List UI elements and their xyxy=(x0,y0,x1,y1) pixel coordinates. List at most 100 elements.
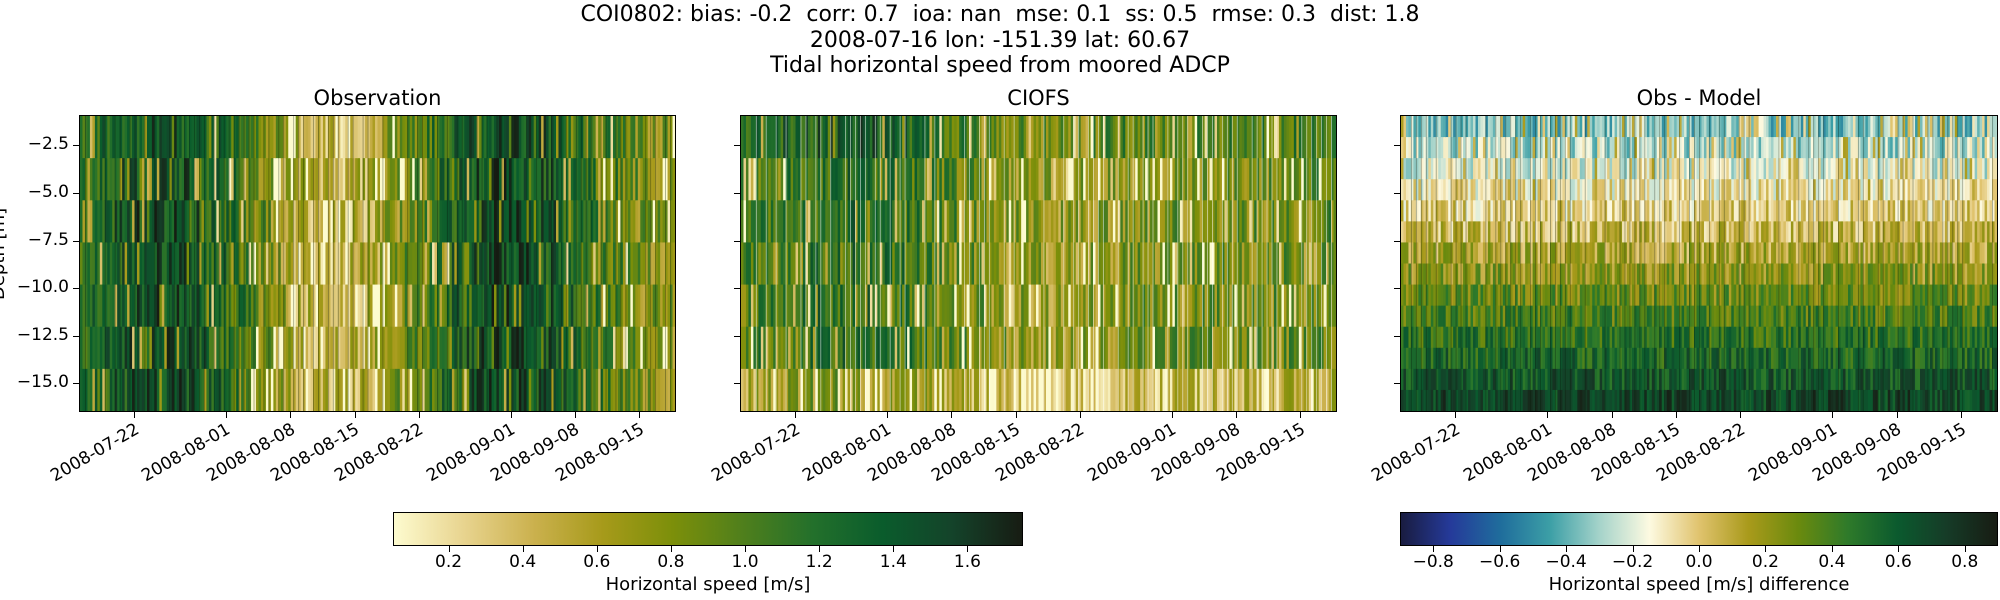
heatmap-cell xyxy=(840,326,844,370)
heatmap-cell xyxy=(1174,200,1178,244)
heatmap-cell xyxy=(1552,137,1556,159)
heatmap-cell xyxy=(867,368,871,411)
heatmap-cell xyxy=(1401,347,1405,370)
heatmap-cell xyxy=(377,116,381,159)
heatmap-cell xyxy=(546,116,550,159)
heatmap-cell xyxy=(461,368,465,411)
heatmap-cell xyxy=(466,242,470,286)
heatmap-stripe xyxy=(1078,116,1080,411)
heatmap-cell xyxy=(159,242,163,286)
heatmap-cell xyxy=(560,158,565,201)
heatmap-cell xyxy=(783,284,787,328)
heatmap-cell xyxy=(830,368,834,411)
heatmap-cell xyxy=(622,242,627,286)
heatmap-cell xyxy=(605,158,609,201)
heatmap-cell xyxy=(1646,263,1650,286)
heatmap-cell xyxy=(191,326,195,370)
heatmap-cell xyxy=(429,158,433,201)
heatmap-cell xyxy=(1204,368,1208,411)
heatmap-cell xyxy=(1487,116,1491,138)
heatmap-cell xyxy=(1495,305,1499,328)
heatmap-cell xyxy=(315,284,319,328)
heatmap-cell xyxy=(1572,137,1576,159)
heatmap-cell xyxy=(632,200,636,244)
heatmap-cell xyxy=(775,368,779,411)
heatmap-cell xyxy=(1532,116,1536,138)
heatmap-cell xyxy=(208,116,212,159)
heatmap-cell xyxy=(1443,326,1447,349)
heatmap-cell xyxy=(99,158,103,201)
heatmap-cell xyxy=(1440,242,1444,265)
heatmap-cell xyxy=(1425,368,1429,391)
heatmap-cell xyxy=(295,158,299,201)
heatmap-cell xyxy=(320,116,324,159)
heatmap-cell xyxy=(451,326,455,370)
heatmap-cell xyxy=(449,284,453,328)
heatmap-stripe xyxy=(1177,116,1179,411)
heatmap-cell xyxy=(280,158,284,201)
heatmap-cell xyxy=(1192,326,1196,370)
heatmap-cell xyxy=(387,284,391,328)
heatmap-cell xyxy=(454,158,458,201)
heatmap-cell xyxy=(201,200,205,244)
heatmap-cell xyxy=(365,158,369,201)
heatmap-cell xyxy=(1413,368,1417,391)
heatmap-cell xyxy=(372,326,376,370)
heatmap-cell xyxy=(1614,242,1618,265)
heatmap-cell xyxy=(785,158,789,201)
heatmap-cell xyxy=(1413,263,1417,286)
heatmap-cell xyxy=(817,284,821,328)
heatmap-cell xyxy=(1443,200,1447,222)
heatmap-cell xyxy=(832,158,836,201)
heatmap-cell xyxy=(1075,158,1079,201)
heatmap-cell xyxy=(817,200,821,244)
heatmap-cell xyxy=(325,326,329,370)
heatmap-cell xyxy=(783,368,787,411)
heatmap-cell xyxy=(573,200,577,244)
heatmap-cell xyxy=(1261,326,1265,370)
heatmap-cell xyxy=(1125,326,1129,370)
heatmap-cell xyxy=(1634,284,1638,307)
heatmap-cell xyxy=(1547,389,1551,411)
heatmap-cell xyxy=(1445,116,1449,138)
heatmap-cell xyxy=(1559,221,1564,244)
heatmap-cell xyxy=(340,368,344,411)
heatmap-cell xyxy=(1602,284,1606,307)
heatmap-cell xyxy=(1043,368,1047,411)
heatmap-cell xyxy=(171,116,175,159)
heatmap-cell xyxy=(954,200,958,244)
heatmap-cell xyxy=(1574,200,1578,222)
heatmap-cell xyxy=(892,368,896,411)
heatmap-cell xyxy=(1333,116,1336,159)
heatmap-cell xyxy=(580,200,584,244)
heatmap-cell xyxy=(1219,116,1223,159)
heatmap-cell xyxy=(1266,284,1270,328)
heatmap-cell xyxy=(1269,326,1273,370)
heatmap-cell xyxy=(308,242,312,286)
heatmap-cell xyxy=(216,326,220,370)
heatmap-cell xyxy=(320,326,324,370)
heatmap-cell xyxy=(387,326,391,370)
heatmap-cell xyxy=(874,326,878,370)
heatmap-cell xyxy=(523,116,527,159)
heatmap-cell xyxy=(969,326,973,370)
heatmap-cell xyxy=(139,158,143,201)
heatmap-cell xyxy=(412,200,416,244)
heatmap-cell xyxy=(820,326,824,370)
heatmap-cell xyxy=(1073,326,1077,370)
heatmap-cell xyxy=(1557,242,1561,265)
heatmap-cell xyxy=(912,116,916,159)
heatmap-cell xyxy=(1298,242,1302,286)
heatmap-cell xyxy=(1641,389,1645,411)
heatmap-cell xyxy=(1609,347,1613,370)
heatmap-cell xyxy=(189,116,193,159)
heatmap-cell xyxy=(1219,368,1223,411)
heatmap-cell xyxy=(949,116,953,159)
heatmap-cell xyxy=(617,368,622,411)
heatmap-cell xyxy=(563,242,567,286)
heatmap-cell xyxy=(1465,326,1469,349)
heatmap-cell xyxy=(332,116,336,159)
heatmap-cell xyxy=(622,284,627,328)
heatmap-cell xyxy=(625,200,629,244)
heatmap-cell xyxy=(414,284,418,328)
